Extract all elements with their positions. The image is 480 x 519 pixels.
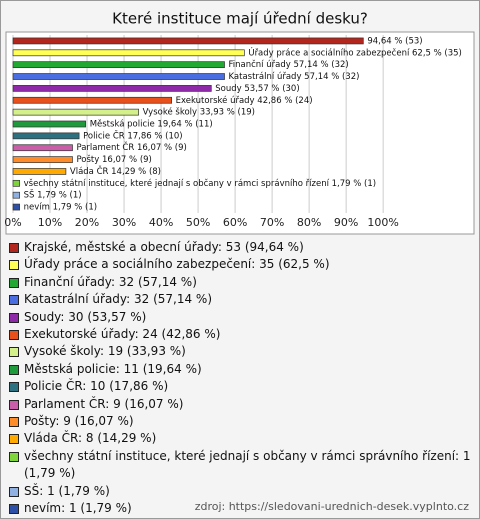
legend-item: Soudy: 30 (53,57 %) [9, 309, 471, 326]
legend-label: Vysoké školy: 19 (33,93 %) [24, 344, 186, 359]
x-tick-label: 40% [149, 216, 173, 229]
bar [12, 73, 225, 80]
legend-swatch [9, 399, 19, 410]
legend-label: SŠ: 1 (1,79 %) [24, 483, 110, 498]
legend-item: Katastrální úřady: 32 (57,14 %) [9, 291, 471, 308]
legend-label: Krajské, městské a obecní úřady: 53 (94,… [24, 240, 304, 254]
legend-swatch [9, 295, 19, 306]
legend-label: Exekutorské úřady: 24 (42,86 %) [24, 327, 221, 342]
legend-label: všechny státní instituce, které jednají … [24, 448, 471, 481]
legend-item: Městská policie: 11 (19,64 %) [9, 361, 471, 378]
legend-label: Vláda ČR: 8 (14,29 %) [24, 431, 157, 446]
legend-swatch [9, 382, 19, 393]
bar [12, 179, 20, 187]
x-tick-label: 50% [186, 216, 210, 229]
legend-swatch [9, 260, 19, 271]
bar-label: nevím 1,79 % (1) [24, 203, 97, 213]
legend-swatch [9, 364, 19, 375]
x-tick-label: 70% [260, 216, 284, 229]
bar-label: Katastrální úřady 57,14 % (32) [229, 72, 360, 82]
legend-label: Městská policie: 11 (19,64 %) [24, 361, 202, 376]
x-tick-label: 100% [367, 216, 398, 229]
legend-item: Exekutorské úřady: 24 (42,86 %) [9, 326, 471, 343]
bar-label: Policie ČR 17,86 % (10) [83, 129, 183, 141]
legend-item: Policie ČR: 10 (17,86 %) [9, 378, 471, 395]
bar [12, 85, 212, 92]
chart: Které instituce mají úřední desku? 0% 10%… [4, 10, 475, 235]
legend-swatch [9, 330, 19, 341]
bar [12, 156, 73, 163]
legend-label: Parlament ČR: 9 (16,07 %) [24, 396, 184, 411]
bar [12, 168, 67, 175]
legend-item: Parlament ČR: 9 (16,07 %) [9, 396, 471, 413]
bar-label: všechny státní instituce, které jednají … [24, 178, 376, 189]
legend-item: SŠ: 1 (1,79 %) [9, 483, 471, 500]
x-tick-label: 20% [75, 216, 99, 229]
bar-label: Vysoké školy 33,93 % (19) [143, 107, 255, 118]
bar [12, 203, 20, 211]
bar-label: Parlament ČR 16,07 % (9) [76, 141, 186, 153]
legend-label: Pošty: 9 (16,07 %) [24, 414, 134, 429]
source: zdroj: https://sledovani-urednich-desek.… [194, 500, 469, 513]
x-tick-label: 80% [297, 216, 321, 229]
x-tick-label: 0% [4, 216, 21, 229]
bar [12, 37, 364, 45]
legend-item: Úřady práce a sociálního zabezpečení: 35… [9, 256, 471, 273]
bar [12, 191, 20, 199]
legend: Krajské, městské a obecní úřady: 53 (94,… [9, 239, 471, 518]
legend-swatch [9, 434, 19, 445]
x-tick-label: 60% [223, 216, 247, 229]
bar [12, 49, 245, 57]
legend-label: Úřady práce a sociálního zabezpečení: 35… [24, 257, 330, 272]
legend-swatch [9, 451, 19, 462]
legend-swatch [9, 277, 19, 288]
bar-label: Exekutorské úřady 42,86 % (24) [176, 95, 313, 106]
legend-item: nevím: 1 (1,79 %) [9, 500, 471, 517]
legend-swatch [9, 243, 19, 253]
chart-title: Které instituce mají úřední desku? [112, 10, 368, 28]
legend-label: Soudy: 30 (53,57 %) [24, 309, 147, 324]
legend-swatch [9, 312, 19, 323]
legend-swatch [9, 347, 19, 358]
legend-item: Finanční úřady: 32 (57,14 %) [9, 274, 471, 291]
legend-item: Vláda ČR: 8 (14,29 %) [9, 430, 471, 447]
bar-label: Úřady práce a sociálního zabezpečení 62,… [248, 46, 462, 58]
legend-swatch [9, 417, 19, 428]
bar [12, 108, 139, 116]
bar-label: Soudy 53,57 % (30) [215, 84, 299, 94]
x-tick-label: 90% [334, 216, 358, 229]
legend-item: všechny státní instituce, které jednají … [9, 448, 471, 483]
legend-label: Finanční úřady: 32 (57,14 %) [24, 274, 197, 289]
bar-label: Pošty 16,07 % (9) [76, 154, 151, 165]
bar [12, 120, 87, 128]
bar [12, 132, 80, 140]
legend-label: nevím: 1 (1,79 %) [24, 501, 132, 516]
legend-item: Pošty: 9 (16,07 %) [9, 413, 471, 430]
bar-label: Finanční úřady 57,14 % (32) [229, 59, 349, 70]
legend-swatch [9, 504, 19, 515]
bar [12, 96, 173, 104]
bar-label: Městská policie 19,64 % (11) [90, 120, 213, 130]
legend-label: Katastrální úřady: 32 (57,14 %) [24, 292, 213, 307]
legend-label: Policie ČR: 10 (17,86 %) [24, 379, 169, 394]
legend-item: Krajské, městské a obecní úřady: 53 (94,… [9, 239, 471, 256]
legend-item: Vysoké školy: 19 (33,93 %) [9, 343, 471, 360]
x-tick-label: 30% [112, 216, 136, 229]
x-tick-label: 10% [38, 216, 62, 229]
bar-label: Vláda ČR 14,29 % (8) [70, 165, 161, 177]
bar [12, 144, 73, 152]
legend-swatch [9, 486, 19, 497]
bar-label: SŠ 1,79 % (1) [24, 189, 82, 201]
bar-label: 94,64 % (53) [367, 36, 422, 46]
bar [12, 61, 225, 69]
